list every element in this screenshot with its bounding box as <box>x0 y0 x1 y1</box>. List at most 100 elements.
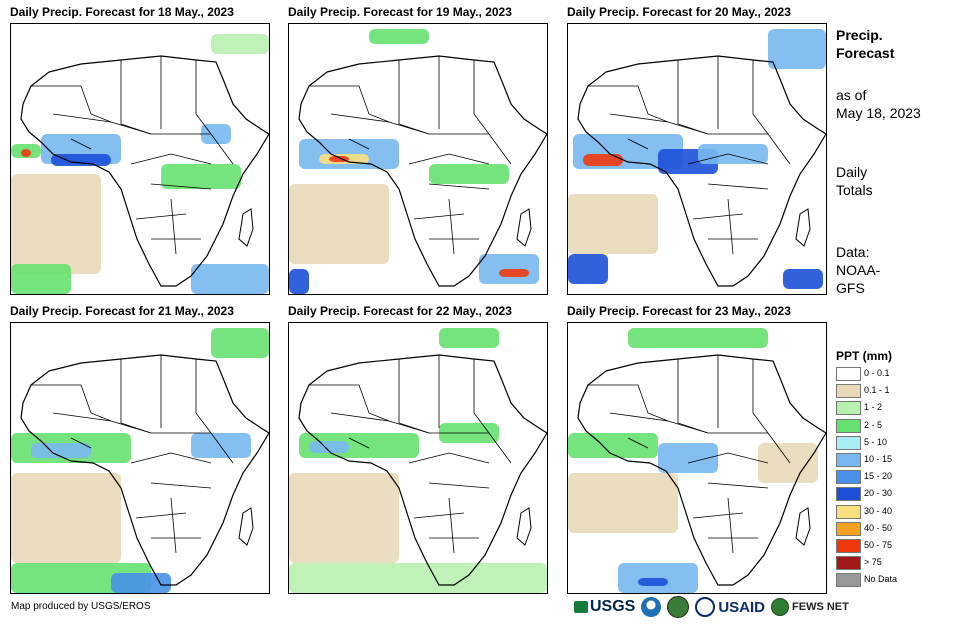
usgs-logo: USGS <box>574 598 635 616</box>
panel-title: Daily Precip. Forecast for 19 May., 2023 <box>288 5 512 19</box>
precip-area <box>698 144 768 164</box>
madagascar-outline <box>238 507 254 546</box>
legend-swatch <box>836 384 861 399</box>
usaid-logo: USAID <box>695 597 765 617</box>
country-border <box>70 437 92 449</box>
precip-area <box>369 29 429 44</box>
africa-coastline <box>298 55 547 287</box>
precip-area <box>309 441 349 453</box>
country-border <box>488 432 512 464</box>
forecast-panel-23-may: Daily Precip. Forecast for 23 May., 2023 <box>567 304 827 594</box>
forecast-panel-21-may: Daily Precip. Forecast for 21 May., 2023 <box>10 304 270 594</box>
legend-item: 0.1 - 1 <box>836 384 956 399</box>
country-border <box>627 437 649 449</box>
data-source-label: Data: <box>836 244 870 260</box>
country-border <box>448 198 455 255</box>
country-border <box>52 113 211 135</box>
fews-net-logo: FEWS NET <box>771 598 849 616</box>
legend-swatch <box>836 401 861 416</box>
country-border <box>609 113 768 135</box>
legend-label: 1 - 2 <box>864 402 883 413</box>
data-source-line2: NOAA- <box>836 262 881 278</box>
precip-area <box>51 154 111 166</box>
africa-coastline <box>577 55 826 287</box>
legend-label: 50 - 75 <box>864 540 893 550</box>
legend-swatch <box>836 470 861 485</box>
precip-map <box>10 23 270 295</box>
country-border <box>727 198 734 255</box>
country-border <box>752 359 769 434</box>
legend-swatch <box>836 556 861 571</box>
forecast-panel-18-may: Daily Precip. Forecast for 18 May., 2023 <box>10 5 270 295</box>
legend-title: PPT (mm) <box>836 349 893 363</box>
precip-area <box>568 433 658 458</box>
country-border <box>408 452 490 464</box>
country-border <box>752 60 769 135</box>
panel-title: Daily Precip. Forecast for 20 May., 2023 <box>567 5 791 19</box>
country-border <box>687 153 769 165</box>
precip-area <box>289 563 547 593</box>
precip-area <box>31 443 91 458</box>
legend-swatch <box>836 573 861 588</box>
country-border <box>170 198 177 255</box>
precip-area <box>191 264 269 294</box>
totals-line1: Daily <box>836 164 868 180</box>
sidebar-title: Precip. Forecast <box>836 26 894 62</box>
country-border <box>170 497 177 554</box>
precip-area <box>211 34 269 54</box>
sidebar-title-line2: Forecast <box>836 45 895 61</box>
country-border <box>588 85 669 123</box>
country-border <box>52 412 211 434</box>
usgs-logo-text: USGS <box>590 598 636 615</box>
doi-logo <box>667 596 690 618</box>
precip-area <box>638 578 668 586</box>
legend-item: 5 - 10 <box>836 435 956 450</box>
partner-logos: USGS USAID FEWS NET <box>574 595 849 619</box>
precip-area <box>201 124 231 144</box>
country-border <box>767 432 791 464</box>
madagascar-outline <box>795 507 811 546</box>
precip-area <box>11 264 71 294</box>
country-border <box>687 452 769 464</box>
country-border <box>627 138 649 150</box>
legend-label: 20 - 30 <box>864 488 893 499</box>
country-border <box>31 85 112 123</box>
legend-swatch <box>836 521 861 536</box>
country-border <box>309 384 390 422</box>
country-border <box>448 497 455 554</box>
precip-area <box>289 269 309 294</box>
legend-item: 50 - 75 <box>836 539 956 553</box>
usgs-wave-icon <box>574 601 588 613</box>
precip-area <box>583 154 623 166</box>
precip-area <box>289 184 389 264</box>
country-border <box>195 359 212 434</box>
country-border <box>692 213 744 220</box>
country-border <box>130 452 212 464</box>
country-border <box>135 512 187 519</box>
precip-map <box>288 23 548 295</box>
country-border <box>150 183 212 190</box>
country-border <box>473 359 490 434</box>
precip-area <box>568 194 658 254</box>
precip-area <box>11 473 121 563</box>
precip-area <box>758 443 818 483</box>
country-border <box>727 497 734 554</box>
legend-swatch <box>836 367 861 381</box>
precip-map <box>10 322 270 594</box>
legend-item: > 75 <box>836 556 956 571</box>
forecast-panel-19-may: Daily Precip. Forecast for 19 May., 2023 <box>288 5 548 295</box>
forecast-panel-22-may: Daily Precip. Forecast for 22 May., 2023 <box>288 304 548 594</box>
precip-area <box>289 473 399 563</box>
legend-label: 30 - 40 <box>864 505 893 516</box>
legend-item: 30 - 40 <box>836 504 956 519</box>
precip-area <box>768 29 826 69</box>
country-border <box>210 133 234 165</box>
africa-coastline <box>577 354 826 586</box>
legend-item: 2 - 5 <box>836 418 956 433</box>
country-border <box>428 482 490 489</box>
legend-label: 10 - 15 <box>864 454 893 464</box>
legend-item: 15 - 20 <box>836 470 956 485</box>
precip-map <box>288 322 548 594</box>
madagascar-outline <box>516 507 532 546</box>
country-border <box>692 512 744 519</box>
